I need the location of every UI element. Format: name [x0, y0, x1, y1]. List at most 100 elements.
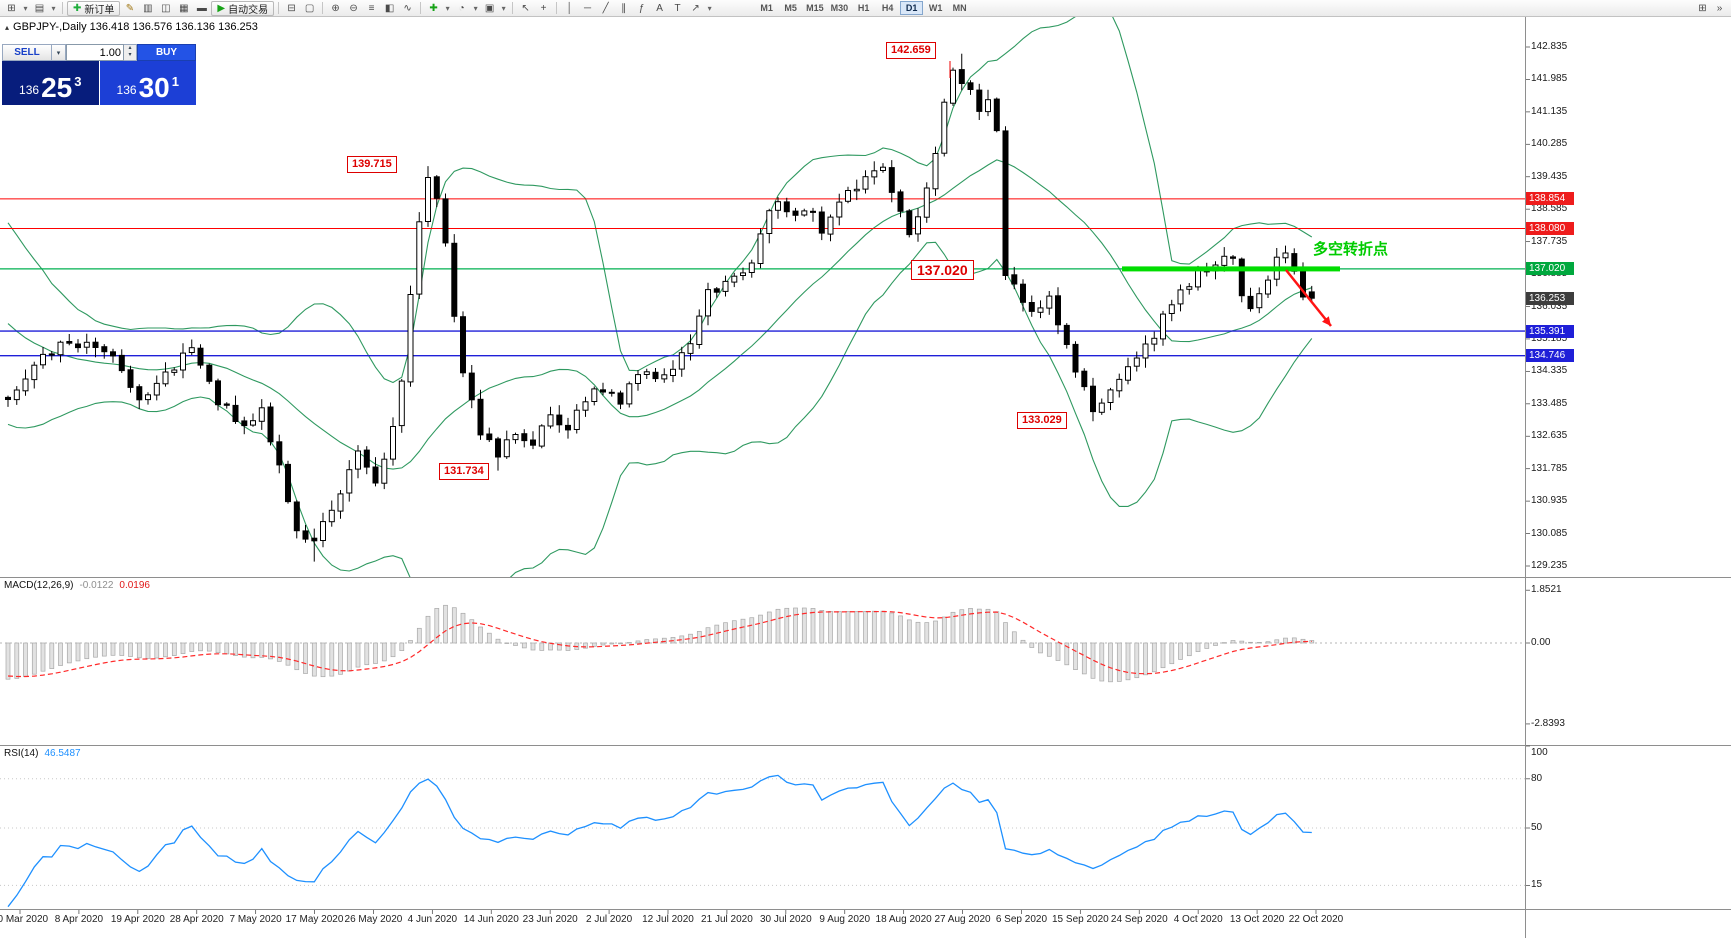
sell-price-panel[interactable]: 136 25 3	[2, 61, 100, 105]
periods-icon[interactable]: ◔	[453, 1, 470, 15]
cursor-icon[interactable]: ↖	[517, 1, 534, 15]
timeframe-h4-button[interactable]: H4	[876, 1, 899, 15]
templates-icon[interactable]: ▣	[481, 1, 498, 15]
vertical-line-icon[interactable]: │	[561, 1, 578, 15]
fibonacci-retracement-icon[interactable]: ƒ	[633, 1, 650, 15]
equidistant-channel-icon[interactable]: ∥	[615, 1, 632, 15]
sell-price-big: 25	[41, 72, 73, 103]
macd-scale-label: 1.8521	[1531, 584, 1562, 596]
candlestick-chart-icon[interactable]: ◧	[381, 1, 398, 15]
price-tick-label: 131.785	[1531, 462, 1568, 474]
timeframe-m1-button[interactable]: M1	[755, 1, 778, 15]
market-watch-icon[interactable]: ▥	[139, 1, 156, 15]
date-tick-label: 17 May 2020	[285, 914, 344, 925]
cascade-windows-icon[interactable]: ▢	[301, 1, 318, 15]
price-tick-label: 133.485	[1531, 397, 1568, 409]
rsi-scale-label: 15	[1531, 879, 1543, 891]
buy-button[interactable]: BUY	[137, 44, 196, 61]
buy-price-panel[interactable]: 136 30 1	[99, 61, 196, 105]
macd-label: MACD(12,26,9)	[4, 580, 74, 591]
templates-dropdown-icon[interactable]: ▾	[499, 1, 508, 15]
indicators-dropdown-icon[interactable]: ▾	[443, 1, 452, 15]
date-tick-label: 2 Jul 2020	[586, 914, 633, 925]
date-tick-label: 13 Oct 2020	[1229, 914, 1285, 925]
trade-controls-row: SELL ▾ ▴ ▾ BUY	[2, 44, 196, 61]
text-icon[interactable]: A	[651, 1, 668, 15]
trade-prices-row: 136 25 3 136 30 1	[2, 61, 196, 105]
price-callout[interactable]: 137.020	[911, 260, 974, 280]
new-order-button-icon: ✚	[73, 2, 82, 14]
new-order-button[interactable]: ✚ 新订单	[67, 0, 121, 16]
toolbar-overflow-icon[interactable]: »	[1711, 1, 1728, 15]
trendline-icon[interactable]: ╱	[597, 1, 614, 15]
rsi-scale-label: 100	[1531, 747, 1548, 758]
profiles-dropdown-icon[interactable]: ▾	[49, 1, 58, 15]
data-window-icon[interactable]: ◫	[157, 1, 174, 15]
tile-windows-icon[interactable]: ⊟	[283, 1, 300, 15]
timeframe-m15-button[interactable]: M15	[803, 1, 827, 15]
zoom-out-icon[interactable]: ⊖	[345, 1, 362, 15]
toolbar-separator	[278, 2, 280, 14]
metaeditor-icon[interactable]: ✎	[121, 1, 138, 15]
arrow-objects-icon[interactable]: ↗	[687, 1, 704, 15]
sell-button[interactable]: SELL	[2, 44, 52, 61]
volume-input[interactable]	[66, 44, 124, 61]
spinner-down-icon[interactable]: ▾	[128, 52, 132, 58]
price-callout[interactable]: 142.659	[886, 42, 936, 59]
chart-symbol-header: ▴ GBPJPY-,Daily 136.418 136.576 136.136 …	[5, 21, 258, 33]
navigator-icon[interactable]: ▦	[175, 1, 192, 15]
timeframe-w1-button[interactable]: W1	[924, 1, 947, 15]
price-callout[interactable]: 139.715	[347, 156, 397, 173]
order-type-dropdown[interactable]: ▾	[52, 44, 66, 61]
arrow-objects-dropdown-icon[interactable]: ▾	[705, 1, 714, 15]
date-tick-label: 8 Apr 2020	[54, 914, 104, 925]
macd-scale-label: 0.00	[1531, 637, 1551, 648]
crosshair-icon[interactable]: +	[535, 1, 552, 15]
level-price-tag: 135.391	[1526, 324, 1574, 338]
date-tick-label: 30 Jul 2020	[759, 914, 812, 925]
timeframe-h1-button[interactable]: H1	[852, 1, 875, 15]
timeframe-mn-button[interactable]: MN	[948, 1, 971, 15]
date-tick-label: 19 Apr 2020	[110, 914, 165, 925]
new-chart-icon[interactable]: ⊞	[3, 1, 20, 15]
price-callout[interactable]: 131.734	[439, 463, 489, 480]
text-label-icon[interactable]: T	[669, 1, 686, 15]
price-callout[interactable]: 133.029	[1017, 412, 1067, 429]
line-chart-icon[interactable]: ∿	[399, 1, 416, 15]
spinner-up-icon[interactable]: ▴	[128, 45, 132, 51]
profiles-icon[interactable]: ▤	[31, 1, 48, 15]
autotrading-button[interactable]: ▶ 自动交易	[211, 0, 275, 16]
add-indicator-icon[interactable]: ✚	[425, 1, 442, 15]
periods-dropdown-icon[interactable]: ▾	[471, 1, 480, 15]
new-chart-dropdown-icon[interactable]: ▾	[21, 1, 30, 15]
price-tick-label: 129.235	[1531, 560, 1568, 571]
horizontal-line-icon[interactable]: ─	[579, 1, 596, 15]
macd-indicator-title: MACD(12,26,9) -0.0122 0.0196	[4, 580, 150, 591]
level-price-tag: 138.854	[1526, 192, 1574, 206]
price-tick-label: 139.435	[1531, 170, 1568, 182]
date-tick-label: 7 May 2020	[229, 914, 282, 925]
trend-arrow-head	[1322, 316, 1331, 326]
toolbar-separator	[556, 2, 558, 14]
date-tick-label: 18 Aug 2020	[875, 914, 932, 925]
timeframe-m5-button[interactable]: M5	[779, 1, 802, 15]
toolbars-customize-icon[interactable]: ⊞	[1694, 1, 1711, 15]
macd-signal-value: 0.0196	[119, 580, 150, 591]
autotrading-button-label: 自动交易	[228, 4, 269, 16]
price-tick-label: 142.835	[1531, 41, 1568, 52]
chart-note-annotation[interactable]: 多空转折点	[1313, 241, 1389, 258]
zoom-in-icon[interactable]: ⊕	[327, 1, 344, 15]
price-tick-label: 135.185	[1531, 332, 1568, 344]
rsi-scale-label: 80	[1531, 772, 1543, 784]
timeframe-m30-button[interactable]: M30	[828, 1, 852, 15]
toolbar-separator	[322, 2, 324, 14]
chevron-down-icon: ▾	[56, 49, 61, 57]
toolbar-separator	[420, 2, 422, 14]
terminal-icon[interactable]: ▬	[193, 1, 210, 15]
bar-chart-icon[interactable]: ≡	[363, 1, 380, 15]
timeframe-d1-button[interactable]: D1	[900, 1, 924, 15]
date-tick-label: 14 Jun 2020	[463, 914, 519, 925]
trend-arrow	[1285, 269, 1332, 327]
volume-spinner[interactable]: ▴ ▾	[124, 44, 137, 61]
